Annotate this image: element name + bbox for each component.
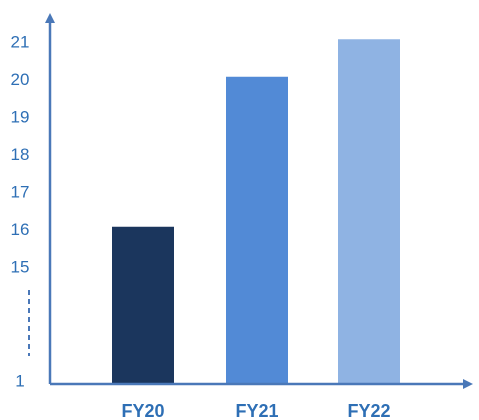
x-category-label-fy20: FY20 xyxy=(121,401,164,420)
bars xyxy=(112,39,400,384)
y-tick-label-16: 16 xyxy=(11,220,30,239)
y-tick-label-17: 17 xyxy=(11,182,30,201)
y-tick-label-21: 21 xyxy=(11,32,30,51)
y-tick-labels: 1 15 16 17 18 19 20 21 xyxy=(11,32,30,390)
bar-fy20 xyxy=(112,226,174,384)
y-tick-label-20: 20 xyxy=(11,70,30,89)
x-category-label-fy21: FY21 xyxy=(235,401,278,420)
x-category-label-fy22: FY22 xyxy=(347,401,390,420)
y-tick-label-15: 15 xyxy=(11,257,30,276)
x-category-labels: FY20 FY21 FY22 xyxy=(121,401,390,420)
y-tick-label-18: 18 xyxy=(11,145,30,164)
y-tick-label-1: 1 xyxy=(15,371,24,390)
bar-fy22 xyxy=(338,39,400,384)
bar-fy21 xyxy=(226,76,288,384)
axes xyxy=(28,13,473,389)
y-tick-label-19: 19 xyxy=(11,107,30,126)
